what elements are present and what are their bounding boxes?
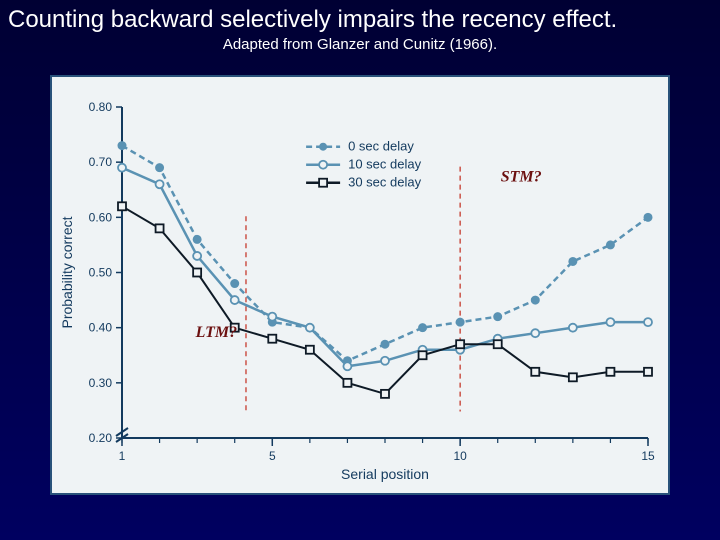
svg-text:10 sec delay: 10 sec delay [348,157,421,172]
svg-text:0.30: 0.30 [89,376,113,390]
svg-text:30 sec delay: 30 sec delay [348,175,421,190]
svg-text:STM?: STM? [501,168,542,185]
svg-text:Serial position: Serial position [341,466,429,482]
serial-position-chart: 1510150.200.300.400.500.600.700.80Serial… [52,77,668,493]
svg-text:0.70: 0.70 [89,155,113,169]
svg-text:1: 1 [119,449,126,463]
svg-text:5: 5 [269,449,276,463]
svg-text:10: 10 [453,449,467,463]
chart-panel: 1510150.200.300.400.500.600.700.80Serial… [50,75,670,495]
svg-text:0.80: 0.80 [89,100,113,114]
svg-text:0.20: 0.20 [89,431,113,445]
svg-text:LTM?: LTM? [195,324,237,341]
svg-text:0.50: 0.50 [89,266,113,280]
page-title: Counting backward selectively impairs th… [0,0,720,34]
svg-text:0 sec delay: 0 sec delay [348,139,414,154]
svg-text:0.40: 0.40 [89,321,113,335]
page-subtitle: Adapted from Glanzer and Cunitz (1966). [0,36,720,53]
svg-text:15: 15 [641,449,655,463]
svg-text:0.60: 0.60 [89,210,113,224]
svg-text:Probability correct: Probability correct [59,216,75,328]
